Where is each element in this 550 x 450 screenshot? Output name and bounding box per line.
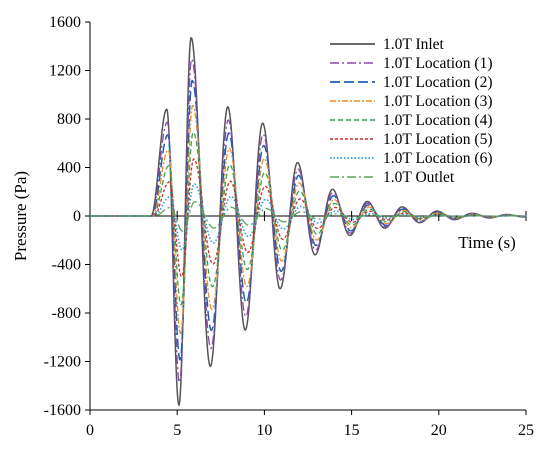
x-tick-label: 25 — [518, 422, 534, 439]
y-tick-label: 400 — [57, 160, 81, 177]
x-tick-label: 0 — [86, 422, 94, 439]
legend-label-5: 1.0T Location (4) — [383, 112, 492, 129]
legend-label-7: 1.0T Location (6) — [383, 150, 492, 167]
x-axis-title: Time (s) — [458, 233, 515, 252]
y-tick-label: -1600 — [44, 402, 81, 419]
series-line-8 — [90, 201, 526, 232]
y-tick-label: 800 — [57, 111, 81, 128]
series-line-6 — [90, 158, 526, 278]
y-axis-title: Pressure (Pa) — [11, 171, 30, 261]
legend-label-4: 1.0T Location (3) — [383, 93, 492, 110]
y-tick-label: 1600 — [49, 14, 81, 31]
legend-label-6: 1.0T Location (5) — [383, 131, 492, 148]
legend-label-8: 1.0T Outlet — [383, 169, 455, 186]
legend-label-1: 1.0T Inlet — [383, 36, 445, 53]
y-tick-label: -400 — [52, 257, 81, 274]
y-tick-label: 1200 — [49, 63, 81, 80]
legend-label-3: 1.0T Location (2) — [383, 74, 492, 91]
y-tick-label: -800 — [52, 305, 81, 322]
x-tick-label: 5 — [173, 422, 181, 439]
x-tick-label: 10 — [256, 422, 272, 439]
series-line-7 — [90, 183, 526, 251]
y-tick-label: 0 — [73, 208, 81, 225]
legend-label-2: 1.0T Location (1) — [383, 55, 492, 72]
y-tick-label: -1200 — [44, 354, 81, 371]
x-tick-label: 15 — [344, 422, 360, 439]
x-tick-label: 20 — [431, 422, 447, 439]
